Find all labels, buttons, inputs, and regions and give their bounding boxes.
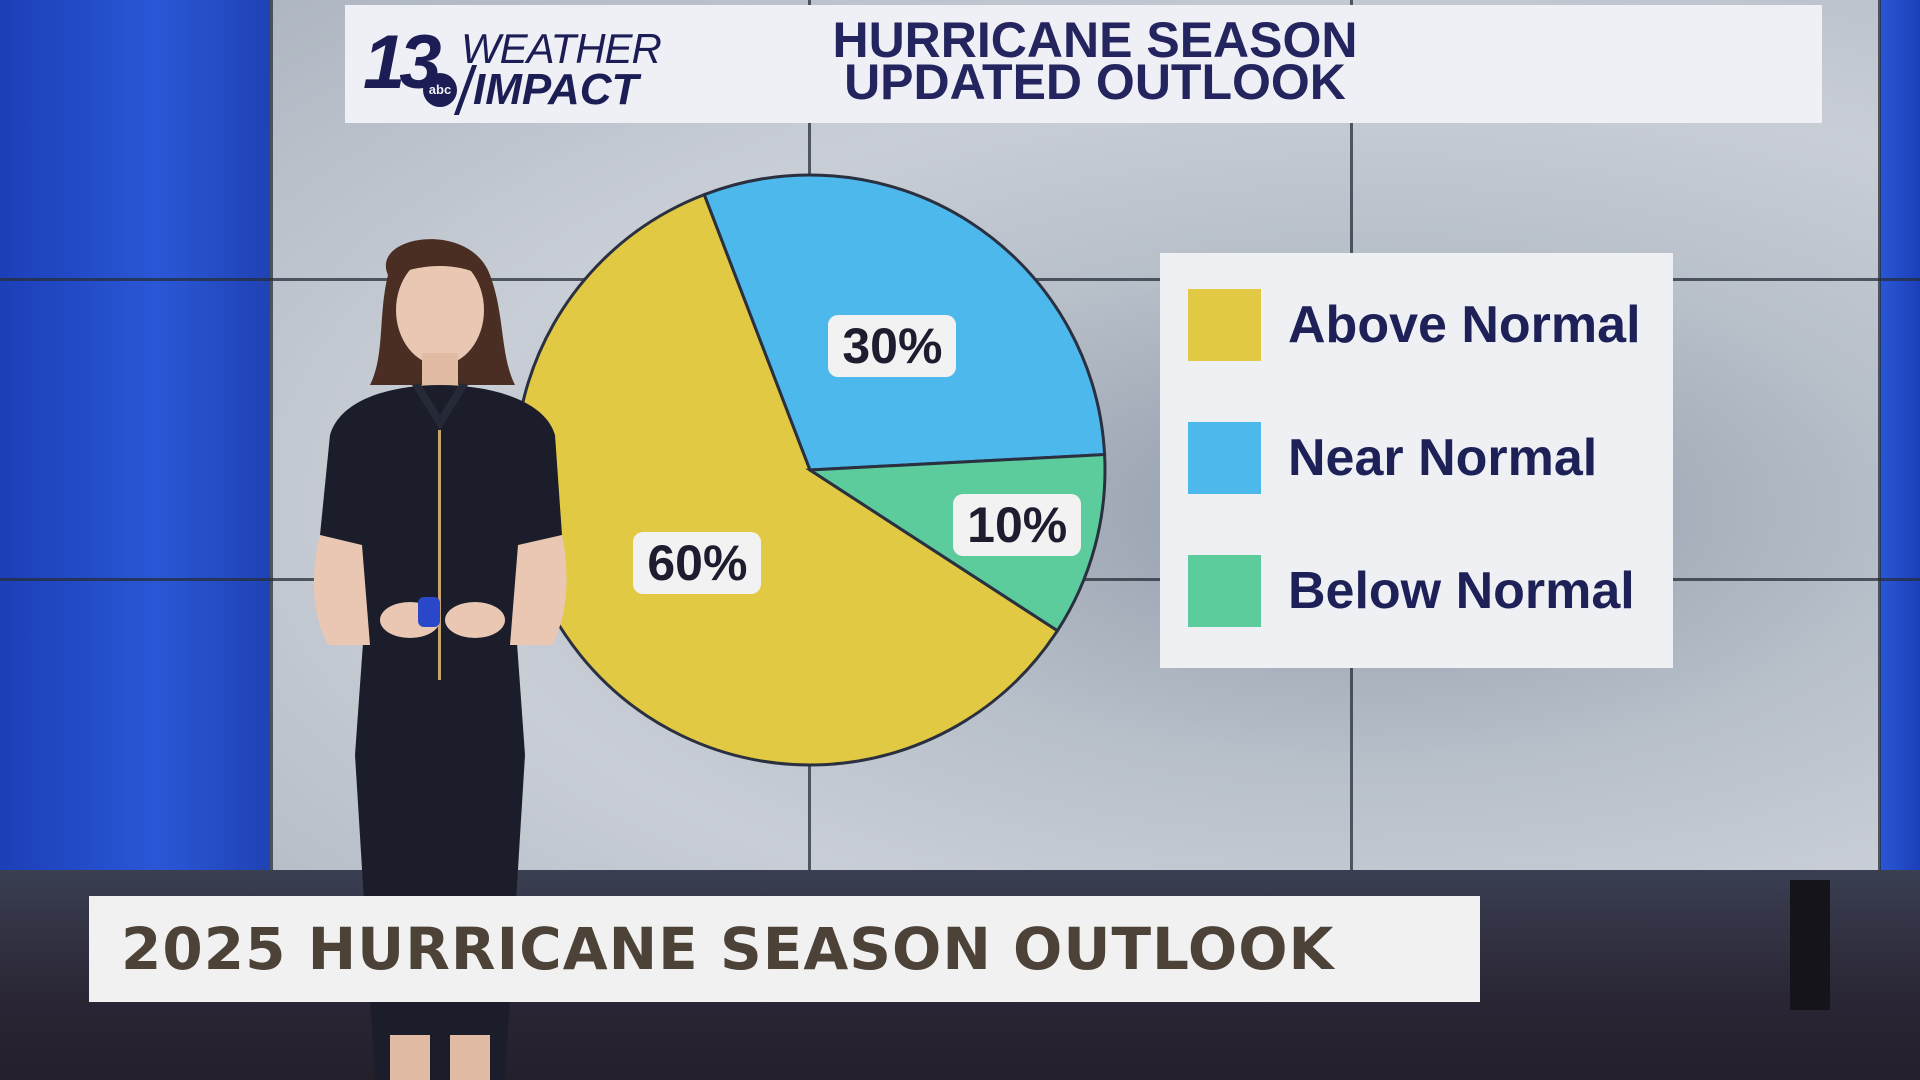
wall-seam bbox=[270, 0, 273, 880]
pie-slice-above-normal bbox=[513, 192, 1060, 767]
pie-label-above-normal: 60% bbox=[633, 531, 762, 594]
legend-label: Above Normal bbox=[1288, 296, 1641, 354]
graphic-header: 13 abc WEATHER IMPACT HURRICANE SEASON U… bbox=[345, 5, 1822, 123]
chart-title: HURRICANE SEASON UPDATED OUTLOOK bbox=[815, 12, 1375, 110]
lower-third-banner: 2025 HURRICANE SEASON OUTLOOK bbox=[89, 896, 1480, 1002]
chart-title-line2: UPDATED OUTLOOK bbox=[844, 54, 1346, 110]
legend-swatch bbox=[1188, 289, 1261, 361]
chart-title-line1: HURRICANE SEASON bbox=[832, 12, 1358, 68]
pie-label-below-normal: 10% bbox=[953, 493, 1082, 556]
legend-swatch bbox=[1188, 422, 1261, 494]
logo-network-badge: abc bbox=[423, 73, 457, 107]
logo-brand-line1: WEATHER bbox=[461, 25, 662, 72]
legend-swatch bbox=[1188, 555, 1261, 627]
legend-label: Near Normal bbox=[1288, 429, 1598, 487]
legend-label: Below Normal bbox=[1288, 562, 1635, 620]
chart-legend: Above Normal Near Normal Below Normal bbox=[1160, 253, 1673, 668]
lower-third-headline: 2025 HURRICANE SEASON OUTLOOK bbox=[121, 915, 1335, 983]
wall-seam bbox=[1878, 0, 1881, 880]
wall-stand bbox=[1790, 880, 1830, 1010]
station-logo: 13 abc WEATHER IMPACT bbox=[363, 25, 663, 115]
studio-backdrop-left bbox=[0, 0, 290, 880]
studio-backdrop-right bbox=[1880, 0, 1920, 880]
logo-brand-line2: IMPACT bbox=[473, 65, 639, 114]
pie-label-near-normal: 30% bbox=[828, 315, 957, 378]
